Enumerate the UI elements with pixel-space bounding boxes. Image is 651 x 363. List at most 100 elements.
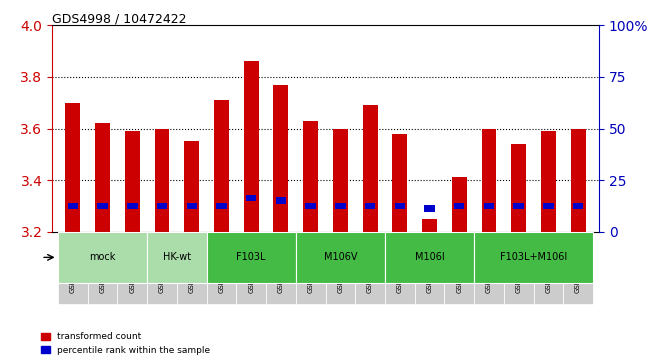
Text: GSM1172670: GSM1172670 — [426, 246, 432, 293]
Bar — [95, 123, 110, 232]
Text: GSM1172662: GSM1172662 — [336, 245, 345, 296]
Bar — [303, 121, 318, 232]
Text: GSM1172670: GSM1172670 — [248, 246, 254, 293]
Text: F103L: F103L — [236, 252, 266, 262]
Bar — [206, 232, 296, 283]
Bar — [363, 105, 378, 232]
Bar — [474, 236, 504, 304]
Text: GSM1172665: GSM1172665 — [425, 245, 434, 297]
Bar — [571, 129, 585, 232]
Bar — [326, 236, 355, 304]
Bar — [534, 236, 563, 304]
Bar — [243, 61, 258, 232]
Bar — [445, 236, 474, 304]
Text: GSM1172668: GSM1172668 — [514, 245, 523, 296]
Bar — [355, 236, 385, 304]
Text: GSM1172655: GSM1172655 — [128, 245, 137, 297]
Legend: transformed count, percentile rank within the sample: transformed count, percentile rank withi… — [37, 329, 214, 359]
Text: GSM1172670: GSM1172670 — [70, 246, 76, 293]
Bar — [385, 236, 415, 304]
Bar — [66, 103, 80, 232]
Bar — [98, 203, 108, 209]
Text: mock: mock — [89, 252, 116, 262]
Text: GSM1172656: GSM1172656 — [158, 245, 167, 297]
Bar — [514, 203, 524, 209]
Text: GSM1172670: GSM1172670 — [337, 246, 343, 293]
Text: GSM1172664: GSM1172664 — [395, 245, 404, 297]
Text: GSM1172670: GSM1172670 — [486, 246, 492, 293]
Bar — [187, 203, 197, 209]
Text: GSM1172670: GSM1172670 — [130, 246, 135, 293]
Text: HK-wt: HK-wt — [163, 252, 191, 262]
Bar — [454, 203, 464, 209]
Text: GSM1172663: GSM1172663 — [366, 245, 374, 297]
Text: GSM1172666: GSM1172666 — [455, 245, 464, 297]
Bar — [563, 236, 593, 304]
Bar — [393, 134, 408, 232]
Bar — [184, 142, 199, 232]
Text: GSM1172667: GSM1172667 — [484, 245, 493, 297]
Bar — [422, 219, 437, 232]
Text: GSM1172653: GSM1172653 — [68, 245, 77, 297]
Text: GDS4998 / 10472422: GDS4998 / 10472422 — [52, 12, 187, 25]
Bar — [541, 131, 556, 232]
Bar — [573, 203, 583, 209]
Text: GSM1172670: GSM1172670 — [516, 246, 521, 293]
Bar — [296, 232, 385, 283]
Bar — [335, 203, 346, 209]
Bar — [424, 205, 435, 212]
Text: GSM1172669: GSM1172669 — [544, 245, 553, 297]
Text: M106V: M106V — [324, 252, 357, 262]
Text: GSM1172658: GSM1172658 — [217, 245, 226, 296]
Text: GSM1172654: GSM1172654 — [98, 245, 107, 297]
Bar — [246, 195, 256, 201]
Text: GSM1172670: GSM1172670 — [100, 246, 105, 293]
Text: M106I: M106I — [415, 252, 445, 262]
Bar — [484, 203, 494, 209]
Bar — [206, 236, 236, 304]
Bar — [276, 197, 286, 204]
Bar — [365, 203, 375, 209]
Bar — [415, 236, 445, 304]
Bar — [147, 236, 177, 304]
Bar — [236, 236, 266, 304]
Bar — [58, 236, 88, 304]
Bar — [266, 236, 296, 304]
Bar — [385, 232, 474, 283]
Text: GSM1172670: GSM1172670 — [456, 246, 462, 293]
Text: GSM1172670: GSM1172670 — [219, 246, 225, 293]
Bar — [58, 232, 147, 283]
Bar — [543, 203, 553, 209]
Text: F103L+M106I: F103L+M106I — [500, 252, 567, 262]
Bar — [88, 236, 117, 304]
Bar — [474, 232, 593, 283]
Text: GSM1172670: GSM1172670 — [159, 246, 165, 293]
Text: GSM1172659: GSM1172659 — [247, 245, 256, 297]
Bar — [214, 100, 229, 232]
Text: GSM1172670: GSM1172670 — [575, 246, 581, 293]
Bar — [333, 129, 348, 232]
Bar — [125, 131, 140, 232]
Bar — [147, 232, 206, 283]
Bar — [452, 178, 467, 232]
Bar — [68, 203, 78, 209]
Text: GSM1172670: GSM1172670 — [308, 246, 314, 293]
Bar — [511, 144, 526, 232]
Text: GSM1172670: GSM1172670 — [546, 246, 551, 293]
Bar — [157, 203, 167, 209]
Bar — [504, 236, 534, 304]
Bar — [395, 203, 405, 209]
Text: GSM1172661: GSM1172661 — [306, 245, 315, 296]
Text: GSM1172670: GSM1172670 — [189, 246, 195, 293]
Text: GSM1172660: GSM1172660 — [277, 245, 285, 297]
Bar — [155, 129, 169, 232]
Bar — [216, 203, 227, 209]
Text: GSM1172670: GSM1172670 — [367, 246, 373, 293]
Bar — [273, 85, 288, 232]
Bar — [305, 203, 316, 209]
Bar — [296, 236, 326, 304]
Text: GSM1172670: GSM1172670 — [574, 245, 583, 297]
Bar — [482, 129, 497, 232]
Bar — [117, 236, 147, 304]
Bar — [177, 236, 206, 304]
